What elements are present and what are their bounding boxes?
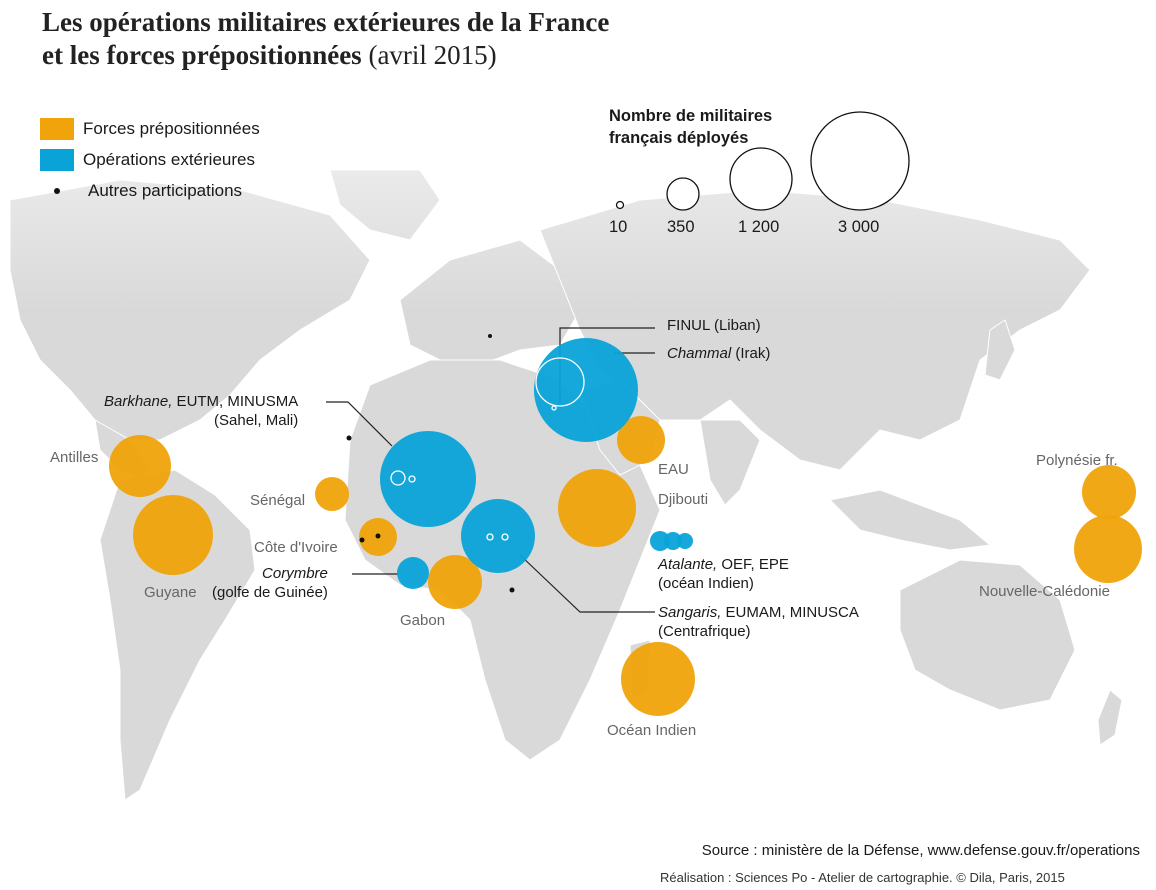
- dot-sahara: [346, 435, 352, 441]
- label-gabon: Gabon: [400, 612, 446, 629]
- forces-circles: [109, 416, 1142, 716]
- barkhane-place: (Sahel, Mali): [214, 412, 299, 429]
- title-line2: et les forces prépositionnées: [42, 40, 362, 70]
- label-finul: FINUL (Liban): [667, 317, 761, 334]
- title-line1: Les opérations militaires extérieures de…: [42, 7, 610, 37]
- size-value-350: 350: [667, 218, 695, 236]
- corymbre-name: Corymbre: [262, 565, 328, 582]
- size-circle-3000: [810, 111, 910, 211]
- operations-circles: [380, 338, 693, 589]
- size-value-10: 10: [609, 218, 628, 236]
- label-guyane: Guyane: [144, 584, 197, 601]
- sangaris-rest: EUMAM, MINUSCA: [721, 604, 859, 621]
- forces-swatch: [40, 117, 74, 140]
- sangaris-place: (Centrafrique): [658, 623, 751, 640]
- finul-marker: [535, 357, 585, 407]
- label-chammal: Chammal (Irak): [667, 344, 770, 363]
- barkhane-name: Barkhane,: [104, 393, 173, 410]
- label-eau: EAU: [658, 461, 689, 478]
- size-circle-1200: [729, 147, 793, 211]
- label-nouvelle-caledonie: Nouvelle-Calédonie: [979, 583, 1110, 600]
- barkhane-marker-2: [408, 475, 416, 483]
- label-atalante: Atalante, OEF, EPE (océan Indien): [658, 555, 789, 593]
- circle-senegal: [315, 477, 349, 511]
- label-senegal: Sénégal: [250, 492, 306, 509]
- label-cote-ivoire: Côte d'Ivoire: [254, 539, 338, 556]
- label-barkhane: Barkhane, EUTM, MINUSMA (Sahel, Mali): [104, 392, 298, 430]
- circle-sangaris: [461, 499, 535, 573]
- title-date: (avril 2015): [368, 40, 497, 70]
- size-legend-title-1: Nombre de militaires: [609, 107, 773, 125]
- circle-atalante-2: [664, 532, 682, 550]
- atalante-place: (océan Indien): [658, 575, 754, 592]
- label-sangaris: Sangaris, EUMAM, MINUSCA (Centrafrique): [658, 603, 859, 641]
- sangaris-name: Sangaris,: [658, 604, 722, 621]
- label-antilles: Antilles: [50, 449, 99, 466]
- circle-atalante-3: [677, 533, 693, 549]
- circle-corymbre: [397, 557, 429, 589]
- dot-kosovo: [488, 334, 492, 338]
- sangaris-marker-2: [501, 533, 509, 541]
- color-legend: Forces prépositionnées Opérations extéri…: [40, 113, 260, 206]
- inner-markers: [390, 357, 585, 541]
- legend-autres-label: Autres participations: [88, 180, 243, 200]
- circle-atalante-1: [650, 531, 670, 551]
- label-corymbre: Corymbre (golfe de Guinée): [212, 564, 328, 602]
- atalante-name: Atalante,: [658, 556, 718, 573]
- barkhane-rest: EUTM, MINUSMA: [172, 393, 299, 410]
- sangaris-leader: [519, 554, 655, 613]
- circle-barkhane: [380, 431, 476, 527]
- circle-nouvelle-caledonie: [1074, 515, 1142, 583]
- circle-chammal: [534, 338, 638, 442]
- circle-eau: [617, 416, 665, 464]
- corymbre-place: (golfe de Guinée): [212, 584, 328, 601]
- size-legend-title-2: français déployés: [609, 129, 749, 147]
- size-value-3000: 3 000: [838, 218, 880, 236]
- map-title: Les opérations militaires extérieures de…: [42, 6, 609, 72]
- atalante-rest: OEF, EPE: [717, 556, 789, 573]
- finul-point: [551, 405, 557, 411]
- other-participations: [346, 334, 515, 593]
- operations-swatch: [40, 148, 74, 171]
- label-polynesie: Polynésie fr.: [1036, 452, 1118, 469]
- label-djibouti: Djibouti: [658, 491, 709, 508]
- sangaris-marker-1: [486, 533, 494, 541]
- legend-forces-label: Forces prépositionnées: [83, 118, 260, 138]
- size-value-1200: 1 200: [738, 218, 780, 236]
- circle-djibouti: [558, 469, 636, 547]
- legend-forces: Forces prépositionnées: [40, 113, 260, 144]
- legend-operations-label: Opérations extérieures: [83, 149, 255, 169]
- barkhane-leader: [326, 401, 393, 447]
- size-circle-10: [615, 200, 625, 210]
- chammal-place: (Irak): [731, 345, 771, 362]
- size-legend-title: Nombre de militaires français déployés: [609, 105, 772, 149]
- legend-operations: Opérations extérieures: [40, 144, 260, 175]
- circle-ocean-indien: [621, 642, 695, 716]
- size-circle-350: [666, 177, 700, 211]
- circle-gabon: [428, 555, 482, 609]
- dot-liberia: [359, 537, 365, 543]
- autres-dot-icon: [54, 187, 60, 194]
- credit-text: Réalisation : Sciences Po - Atelier de c…: [660, 870, 1065, 885]
- dot-civ: [375, 533, 381, 539]
- circle-guyane: [133, 495, 213, 575]
- size-legend-circles: [615, 111, 910, 211]
- circle-antilles: [109, 435, 171, 497]
- dot-rdc: [509, 587, 515, 593]
- source-text: Source : ministère de la Défense, www.de…: [701, 842, 1140, 859]
- barkhane-marker-1: [390, 470, 406, 486]
- chammal-name: Chammal: [667, 345, 732, 362]
- legend-autres: Autres participations: [40, 175, 260, 206]
- circle-polynesie: [1082, 465, 1136, 519]
- label-ocean-indien: Océan Indien: [607, 722, 697, 739]
